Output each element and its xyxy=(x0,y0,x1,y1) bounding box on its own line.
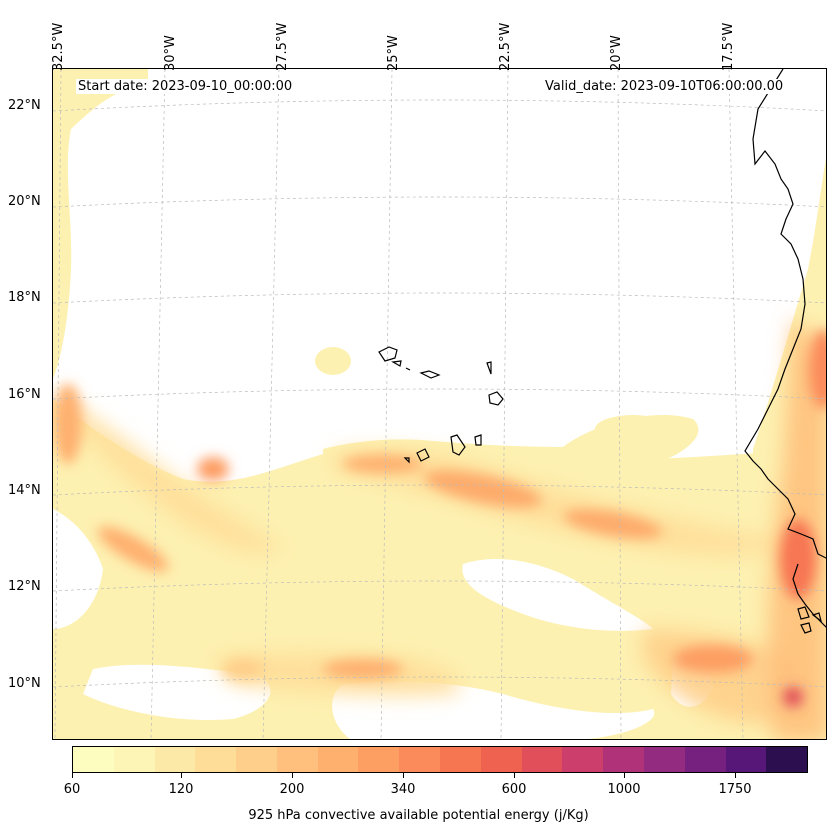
colorbar-tick xyxy=(514,773,515,778)
lat-label-12n: 12°N xyxy=(8,579,41,594)
colorbar-segment-0 xyxy=(73,747,114,772)
valid-date-label: Valid_date: 2023-09-10T06:00:00.00 xyxy=(543,79,786,94)
colorbar-segment-14 xyxy=(643,747,685,772)
lat-label-22n: 22°N xyxy=(8,98,41,113)
cape-peak-10 xyxy=(809,329,826,409)
island-boa-vista xyxy=(488,391,504,406)
colorbar-segment-17 xyxy=(766,747,808,772)
colorbar-tick xyxy=(403,773,404,778)
clear-region-2 xyxy=(462,559,653,631)
colorbar-tick xyxy=(292,773,293,778)
cape-peak-1 xyxy=(424,470,542,508)
colorbar-tick xyxy=(735,773,736,778)
colorbar-label-120: 120 xyxy=(168,782,194,797)
africa-coastline-south xyxy=(792,563,826,628)
cape-band-mid-1 xyxy=(53,389,283,553)
island-fogo xyxy=(416,448,430,462)
colorbar-label-200: 200 xyxy=(279,782,305,797)
colorbar xyxy=(72,746,808,773)
cape-patch-2 xyxy=(595,415,671,443)
island-brava xyxy=(403,457,410,464)
island-sal xyxy=(486,361,492,375)
lon-label-17-5w: 17.5°W xyxy=(721,22,736,71)
cape-map xyxy=(53,69,826,739)
coastlines xyxy=(744,69,826,628)
colorbar-tick xyxy=(181,773,182,778)
cape-peak-6 xyxy=(54,384,82,464)
colorbar-segment-12 xyxy=(562,747,604,772)
cape-peak-4 xyxy=(343,455,423,473)
colorbar-segment-7 xyxy=(358,747,400,772)
lon-label-27-5w: 27.5°W xyxy=(275,22,290,71)
island-sao-vicente xyxy=(391,360,402,367)
island-santa-luzia xyxy=(405,367,411,371)
colorbar-segment-1 xyxy=(113,747,155,772)
colorbar-label-1750: 1750 xyxy=(718,782,752,797)
lon-label-25w: 25°W xyxy=(386,35,401,71)
colorbar-label-340: 340 xyxy=(390,782,416,797)
island-santiago xyxy=(450,434,466,456)
colorbar-title: 925 hPa convective available potential e… xyxy=(248,808,589,823)
lon-label-32-5w: 32.5°W xyxy=(51,22,66,71)
lat-label-20n: 20°N xyxy=(8,194,41,209)
colorbar-segment-10 xyxy=(480,747,522,772)
colorbar-segment-4 xyxy=(236,747,277,772)
cape-peak-8 xyxy=(673,645,753,673)
bijagos-islands xyxy=(797,606,822,634)
lon-label-20w: 20°W xyxy=(609,35,624,71)
colorbar-tick xyxy=(624,773,625,778)
cape-field xyxy=(53,69,826,739)
cape-peak-11 xyxy=(783,687,803,707)
cape-peak-3 xyxy=(97,526,169,572)
start-date-label: Start date: 2023-09-10_00:00:00 xyxy=(76,79,295,94)
colorbar-segment-3 xyxy=(195,747,237,772)
cape-patch-1 xyxy=(315,347,351,375)
colorbar-segment-9 xyxy=(440,747,481,772)
lon-label-22-5w: 22.5°W xyxy=(498,22,513,71)
lon-label-30w: 30°W xyxy=(163,35,178,71)
colorbar-label-1000: 1000 xyxy=(607,782,641,797)
cape-region-west-edge xyxy=(53,69,148,379)
island-maio xyxy=(474,434,482,446)
graticule xyxy=(53,69,826,739)
colorbar-segment-15 xyxy=(684,747,726,772)
lat-label-10n: 10°N xyxy=(8,676,41,691)
cape-peak-2 xyxy=(563,509,663,539)
clear-region-3 xyxy=(83,664,271,720)
colorbar-segment-13 xyxy=(603,747,644,772)
colorbar-label-60: 60 xyxy=(63,782,81,797)
cape-region-south xyxy=(53,399,826,739)
colorbar-segment-8 xyxy=(399,747,441,772)
colorbar-segment-5 xyxy=(276,747,318,772)
island-sao-nicolau xyxy=(419,370,441,379)
cape-peak-5 xyxy=(197,457,229,481)
islands xyxy=(378,346,822,634)
cape-peak-7 xyxy=(323,659,403,679)
island-santo-antao xyxy=(378,346,398,362)
colorbar-segment-2 xyxy=(154,747,196,772)
clear-region-1 xyxy=(53,509,103,629)
cape-peak-12 xyxy=(223,659,263,679)
lat-label-16n: 16°N xyxy=(8,387,41,402)
colorbar-tick xyxy=(72,773,73,778)
colorbar-segment-11 xyxy=(521,747,563,772)
africa-coastline xyxy=(744,69,826,559)
lat-label-18n: 18°N xyxy=(8,290,41,305)
map-frame xyxy=(52,68,827,740)
colorbar-segment-6 xyxy=(317,747,359,772)
lat-label-14n: 14°N xyxy=(8,483,41,498)
cape-peak-9 xyxy=(780,519,816,599)
colorbar-segment-16 xyxy=(725,747,767,772)
colorbar-label-600: 600 xyxy=(501,782,527,797)
